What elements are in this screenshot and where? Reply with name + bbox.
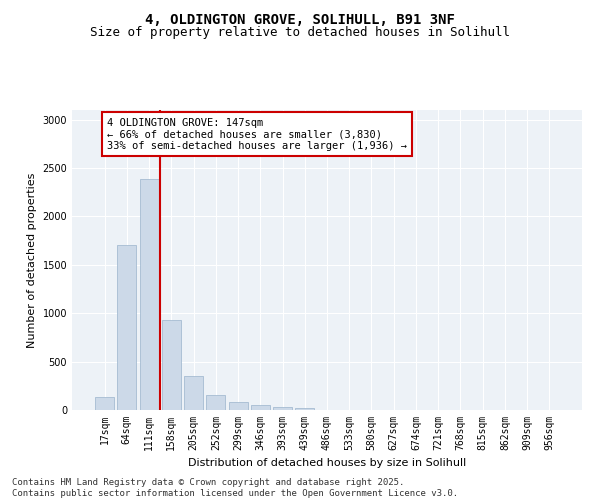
Text: 4, OLDINGTON GROVE, SOLIHULL, B91 3NF: 4, OLDINGTON GROVE, SOLIHULL, B91 3NF	[145, 12, 455, 26]
Bar	[273, 406, 292, 410]
Text: Size of property relative to detached houses in Solihull: Size of property relative to detached ho…	[90, 26, 510, 39]
Bar	[162, 320, 181, 410]
Bar	[184, 376, 203, 410]
Bar	[95, 398, 114, 410]
Text: 4 OLDINGTON GROVE: 147sqm
← 66% of detached houses are smaller (3,830)
33% of se: 4 OLDINGTON GROVE: 147sqm ← 66% of detac…	[107, 118, 407, 150]
Bar	[140, 178, 158, 410]
X-axis label: Distribution of detached houses by size in Solihull: Distribution of detached houses by size …	[188, 458, 466, 468]
Bar	[118, 244, 136, 410]
Bar	[206, 395, 225, 410]
Y-axis label: Number of detached properties: Number of detached properties	[27, 172, 37, 348]
Bar	[295, 408, 314, 410]
Text: Contains HM Land Registry data © Crown copyright and database right 2025.
Contai: Contains HM Land Registry data © Crown c…	[12, 478, 458, 498]
Bar	[229, 402, 248, 410]
Bar	[251, 405, 270, 410]
